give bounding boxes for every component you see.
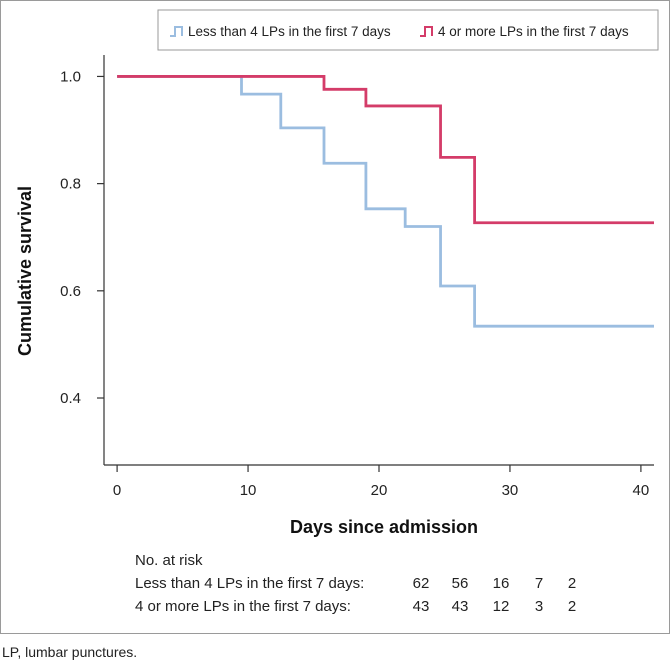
risk-value: 43	[413, 598, 430, 615]
ticks: 0 10 20 30 40 0.4 0.6 0.8 1.0	[60, 68, 649, 499]
risk-table: No. at risk Less than 4 LPs in the first…	[135, 552, 576, 615]
legend: Less than 4 LPs in the first 7 days 4 or…	[157, 9, 659, 51]
risk-values: 62 56 16 7 2 43 43 12 3 2	[413, 575, 577, 615]
y-tick-label: 0.4	[60, 390, 81, 407]
y-tick-label: 1.0	[60, 68, 81, 85]
x-tick-label: 0	[113, 482, 121, 499]
x-axis-title: Days since admission	[290, 517, 478, 537]
legend-label-series-1: 4 or more LPs in the first 7 days	[438, 24, 629, 39]
risk-value: 62	[413, 575, 430, 592]
risk-value: 2	[568, 575, 576, 592]
legend-swatch-series-1	[420, 26, 433, 37]
risk-table-title: No. at risk	[135, 552, 203, 569]
risk-row-label-0: Less than 4 LPs in the first 7 days:	[135, 575, 364, 592]
x-tick-label: 40	[633, 482, 650, 499]
risk-value: 43	[452, 598, 469, 615]
series-layer	[117, 75, 654, 328]
footnote: LP, lumbar punctures.	[2, 644, 138, 660]
risk-value: 12	[493, 598, 510, 615]
y-tick-label: 0.6	[60, 283, 81, 300]
legend-label-series-0: Less than 4 LPs in the first 7 days	[188, 24, 391, 39]
figure-frame: 0 10 20 30 40 0.4 0.6 0.8 1.0 Cumulative surviva…	[0, 0, 670, 634]
x-tick-label: 30	[502, 482, 519, 499]
y-tick-label: 0.8	[60, 176, 81, 193]
legend-box	[157, 9, 659, 51]
x-tick-label: 10	[240, 482, 257, 499]
risk-value: 3	[535, 598, 543, 615]
legend-swatch-series-0	[170, 26, 183, 37]
axes	[103, 55, 654, 466]
series-line-1	[117, 75, 654, 225]
risk-value: 2	[568, 598, 576, 615]
survival-chart: 0 10 20 30 40 0.4 0.6 0.8 1.0 Cumulative surviva…	[15, 9, 659, 615]
y-axis-title: Cumulative survival	[15, 186, 35, 356]
risk-value: 7	[535, 575, 543, 592]
risk-value: 16	[493, 575, 510, 592]
x-tick-label: 20	[371, 482, 388, 499]
risk-value: 56	[452, 575, 469, 592]
risk-row-label-1: 4 or more LPs in the first 7 days:	[135, 598, 351, 615]
series-line-0	[117, 75, 654, 328]
